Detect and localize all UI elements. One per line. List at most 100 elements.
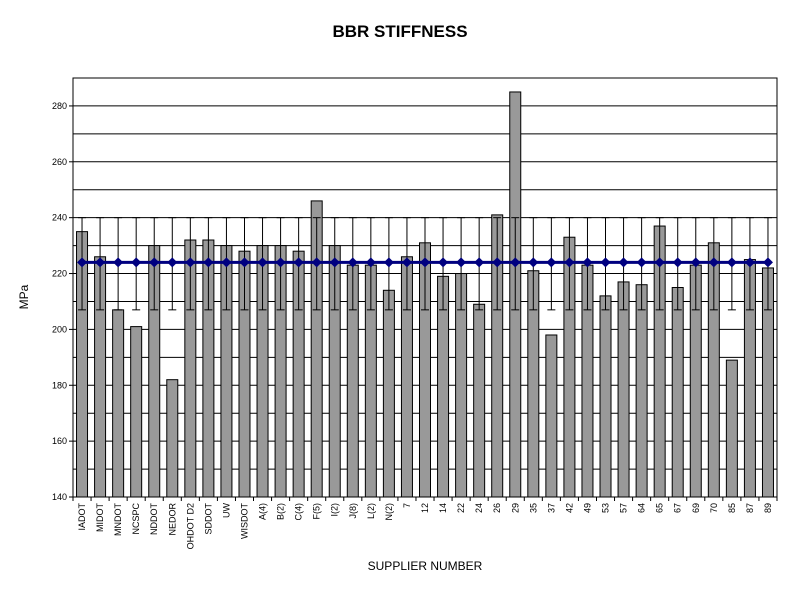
mean-marker [275, 257, 286, 268]
bar [310, 200, 323, 498]
mean-marker [546, 257, 557, 268]
mean-marker [618, 257, 629, 268]
mean-marker [329, 257, 340, 268]
mean-marker [383, 257, 394, 268]
bar [635, 284, 648, 498]
mean-marker [690, 257, 701, 268]
x-tick-label: OHDOT D2 [185, 503, 195, 549]
y-tick-label: 160 [52, 436, 67, 446]
mean-marker [456, 257, 467, 268]
y-tick-label: 180 [52, 380, 67, 390]
mean-marker [582, 257, 593, 268]
x-tick-label: NEDOR [167, 503, 177, 536]
x-tick-label: 37 [546, 503, 556, 513]
mean-marker [744, 257, 755, 268]
mean-marker [492, 257, 503, 268]
bar [617, 281, 630, 498]
x-tick-label: 70 [709, 503, 719, 513]
x-tick-label: B(2) [276, 503, 286, 520]
mean-marker [221, 257, 232, 268]
chart-title: BBR STIFFNESS [332, 22, 468, 41]
mean-marker [636, 257, 647, 268]
x-tick-label: 85 [727, 503, 737, 513]
x-tick-label: 35 [528, 503, 538, 513]
x-tick-label: SDDOT [203, 502, 213, 534]
mean-marker [203, 257, 214, 268]
x-tick-label: A(4) [258, 503, 268, 520]
bar [112, 309, 125, 498]
mean-marker [762, 257, 773, 268]
mean-marker [365, 257, 376, 268]
x-tick-label: NCSPC [131, 503, 141, 535]
mean-marker [95, 257, 106, 268]
x-tick-label: I(2) [330, 503, 340, 517]
x-tick-label: 64 [637, 503, 647, 513]
y-tick-label: 280 [52, 101, 67, 111]
mean-marker [401, 257, 412, 268]
x-tick-label: NDDOT [149, 503, 159, 535]
x-tick-label: 7 [402, 503, 412, 508]
mean-marker [510, 257, 521, 268]
x-tick-label: F(5) [312, 503, 322, 520]
mean-marker [726, 257, 737, 268]
mean-marker [528, 257, 539, 268]
mean-marker [257, 257, 268, 268]
x-tick-label: 14 [438, 503, 448, 513]
x-tick-label: 87 [745, 503, 755, 513]
y-tick-label: 240 [52, 213, 67, 223]
mean-marker [438, 257, 449, 268]
x-tick-label: 89 [763, 503, 773, 513]
x-tick-label: 69 [691, 503, 701, 513]
y-tick-label: 140 [52, 492, 67, 502]
y-tick-label: 260 [52, 157, 67, 167]
x-tick-label: 53 [601, 503, 611, 513]
bar [671, 287, 684, 498]
mean-marker [420, 257, 430, 268]
x-tick-label: MIDOT [95, 503, 105, 532]
x-tick-label: 42 [564, 503, 574, 513]
x-tick-label: 49 [582, 503, 592, 513]
bar [473, 303, 486, 498]
mean-marker [600, 257, 611, 268]
bar [599, 295, 612, 498]
bar [382, 289, 395, 498]
bar [166, 379, 179, 498]
x-tick-label: N(2) [384, 503, 394, 521]
x-tick-label: MNDOT [113, 503, 123, 536]
y-tick-label: 200 [52, 324, 67, 334]
mean-marker [185, 257, 196, 268]
x-tick-label: 65 [655, 503, 665, 513]
mean-marker [149, 257, 160, 268]
mean-marker [113, 257, 124, 268]
mean-marker [167, 257, 178, 268]
x-tick-label: 26 [492, 503, 502, 513]
x-tick-label: 67 [673, 503, 683, 513]
x-tick-label: 57 [619, 503, 629, 513]
mean-marker [293, 257, 304, 268]
bar [491, 214, 504, 498]
mean-marker [474, 257, 485, 268]
y-tick-label: 220 [52, 269, 67, 279]
bar [545, 334, 558, 498]
bar [725, 359, 738, 498]
x-tick-label: 22 [456, 503, 466, 513]
mean-marker [77, 257, 88, 268]
x-tick-label: IADOT [77, 503, 87, 531]
x-axis-label: SUPPLIER NUMBER [367, 559, 483, 573]
x-tick-label: UW [221, 503, 231, 518]
mean-marker [311, 257, 322, 268]
mean-marker [672, 257, 683, 268]
x-tick-label: J(8) [348, 503, 358, 519]
bar [130, 326, 143, 498]
x-tick-label: C(4) [294, 503, 304, 521]
mean-marker [564, 257, 575, 268]
mean-marker [347, 257, 358, 268]
x-tick-label: L(2) [366, 503, 376, 519]
x-tick-label: WISDOT [239, 503, 249, 539]
x-tick-label: 29 [510, 503, 520, 513]
mean-marker [131, 257, 142, 268]
mean-marker [239, 257, 250, 268]
mean-marker [708, 257, 719, 268]
x-tick-label: 24 [474, 503, 484, 513]
